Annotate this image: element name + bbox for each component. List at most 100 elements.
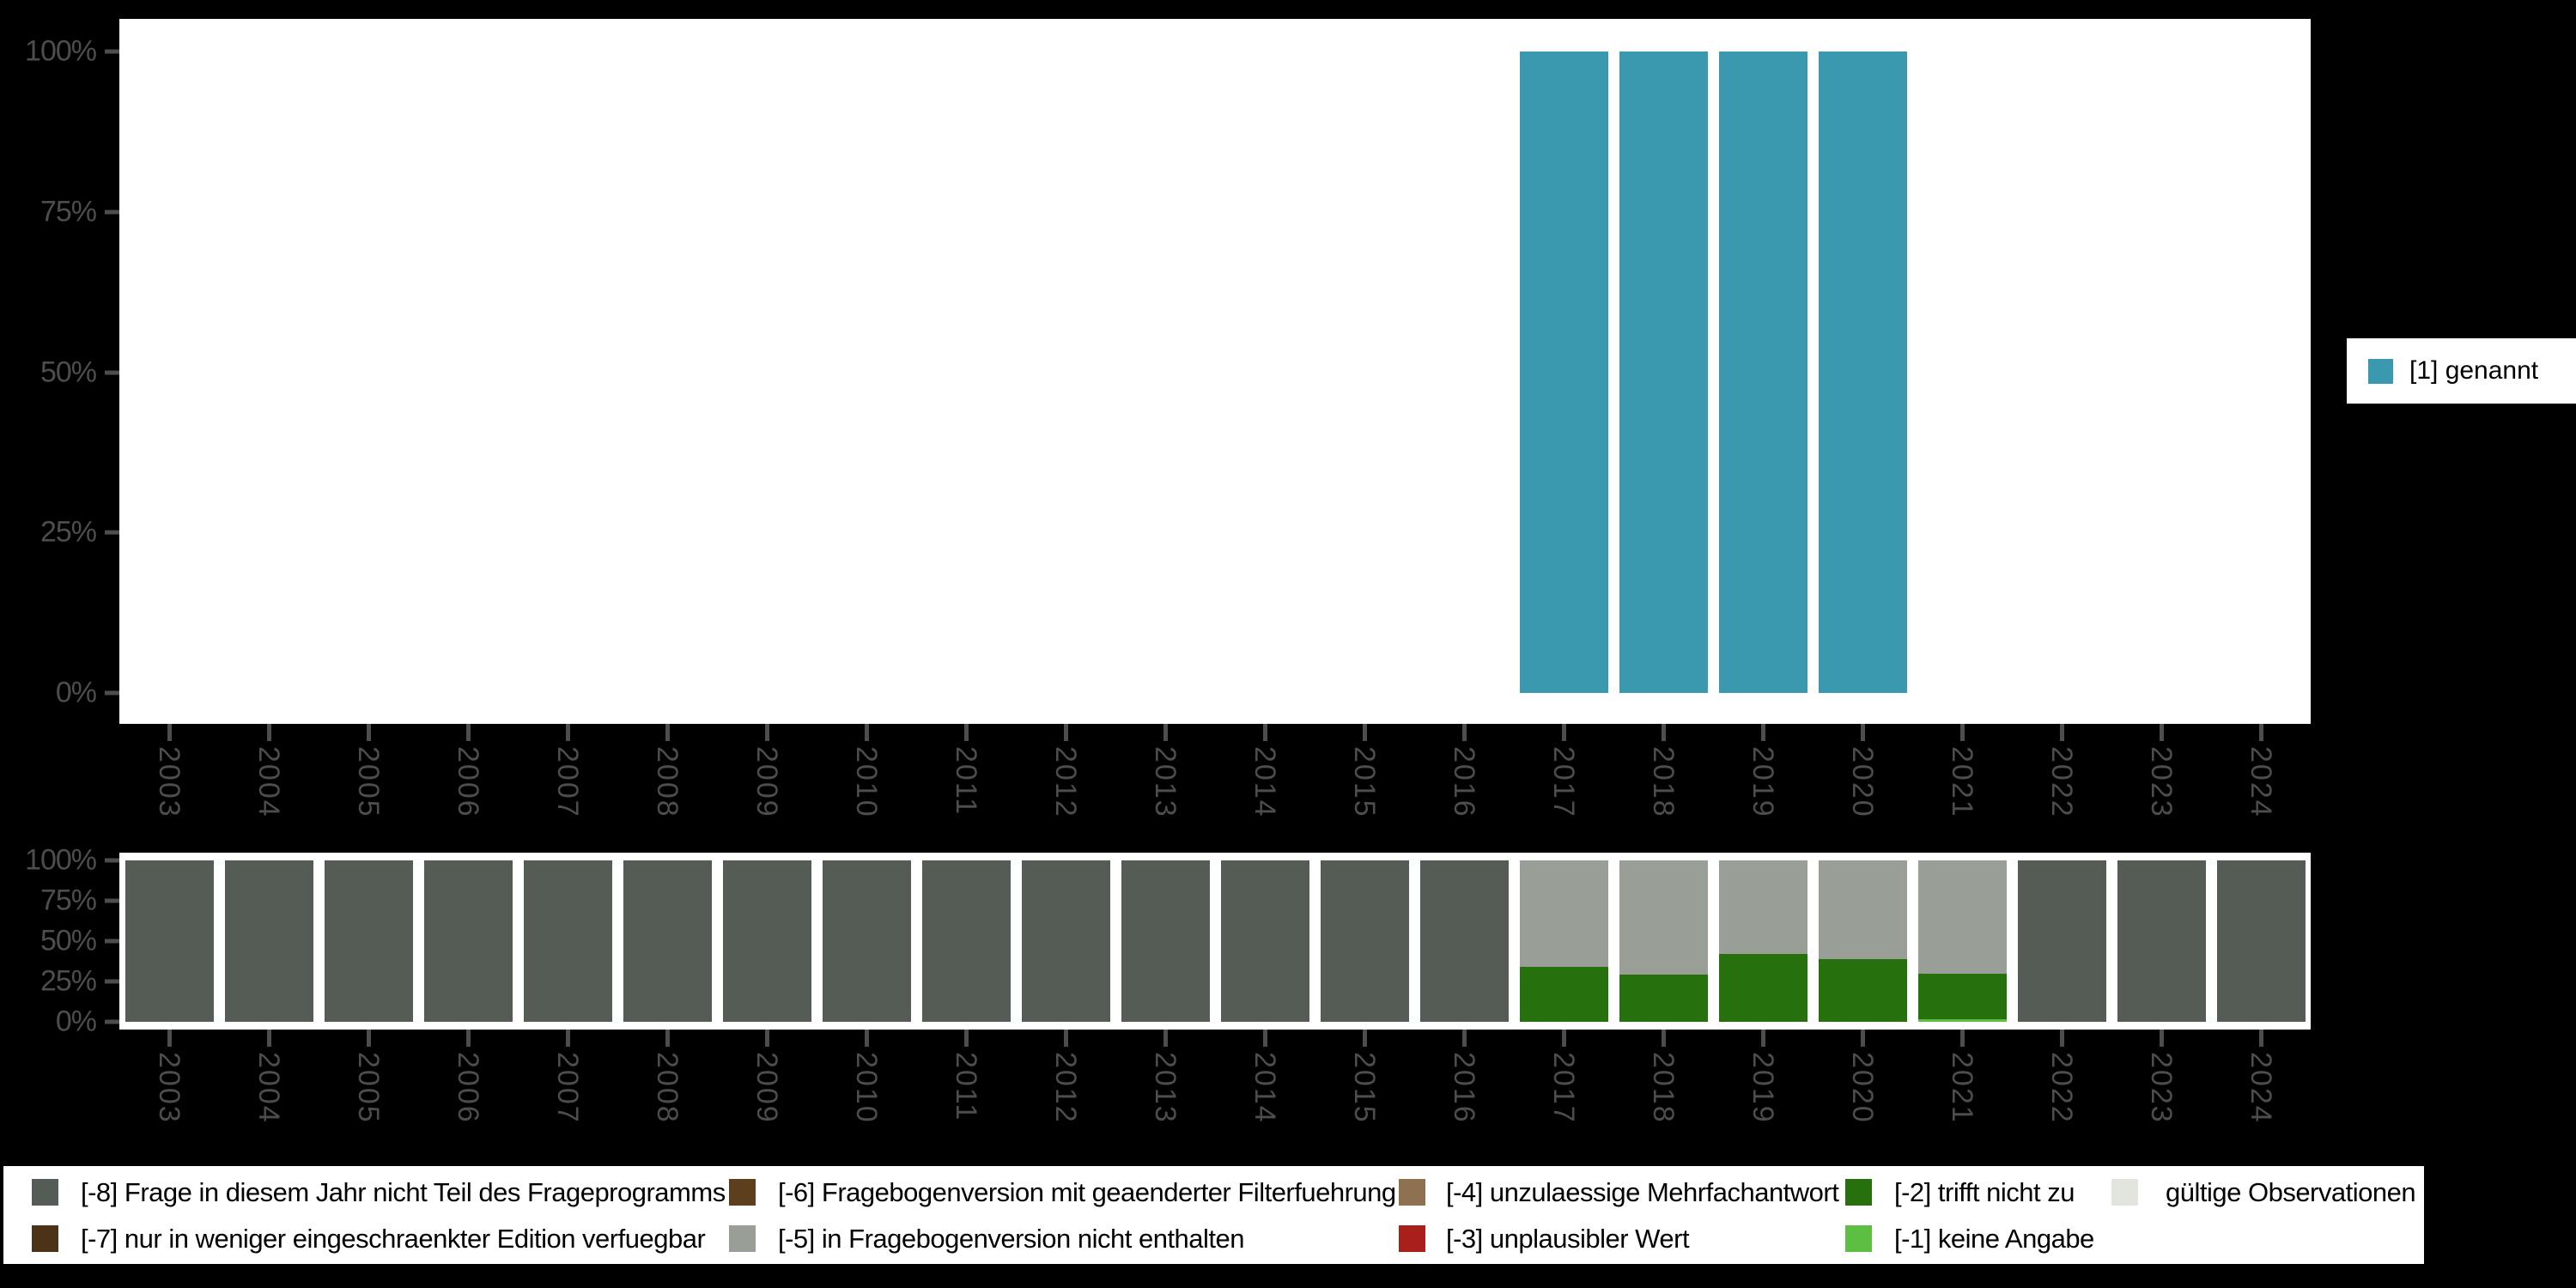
x-axis-slot: 2018 — [1613, 1030, 1713, 1158]
x-tick-mark — [266, 724, 271, 741]
bar-2009 — [722, 860, 811, 1022]
legend-item-label: [-1] keine Angabe — [1894, 1223, 2094, 1254]
x-axis-slot: 2023 — [2111, 1030, 2211, 1158]
y-tick-label: 0% — [55, 676, 97, 709]
x-axis-slot: 2021 — [1912, 724, 2012, 853]
bar-slot — [1016, 52, 1115, 693]
y-tick-mark — [105, 370, 119, 374]
bar-segment — [2216, 860, 2306, 1022]
y-tick-label: 75% — [39, 195, 97, 228]
x-axis-slot: 2007 — [518, 724, 617, 853]
bar-segment — [1619, 975, 1708, 1022]
x-axis-slot: 2022 — [2012, 724, 2111, 853]
x-tick-mark — [864, 1030, 869, 1047]
y-tick-mark — [105, 939, 119, 944]
x-tick-label-year: 2003 — [153, 1052, 185, 1124]
x-tick-mark — [1362, 1030, 1367, 1047]
x-axis-slot: 2013 — [1115, 724, 1215, 853]
x-tick-mark — [167, 724, 172, 741]
legend-swatch — [32, 1225, 58, 1252]
x-tick-mark — [1063, 724, 1068, 741]
x-tick-mark — [366, 1030, 371, 1047]
top-chart-y-axis: 100% 75% 50% 25% 0% — [0, 35, 119, 709]
bar-2019 — [1718, 860, 1807, 1022]
bar-slot — [1215, 860, 1315, 1022]
bar-segment — [2117, 860, 2206, 1022]
legend-swatch — [32, 1179, 58, 1206]
legend-item-label: [-5] in Fragebogenversion nicht enthalte… — [778, 1223, 1245, 1254]
x-tick-label-year: 2003 — [153, 746, 185, 818]
bottom-chart-y-axis: 100% 75% 50% 25% 0% — [0, 844, 119, 1038]
x-tick-label-year: 2018 — [1647, 746, 1680, 818]
legend-item-label: [-8] Frage in diesem Jahr nicht Teil des… — [81, 1176, 726, 1207]
legend-item-label: [-6] Fragebogenversion mit geaenderter F… — [778, 1176, 1396, 1207]
bar-2023 — [2117, 860, 2206, 1022]
bar-slot — [617, 52, 717, 693]
bar-slot — [1912, 52, 2012, 693]
x-axis-slot: 2006 — [418, 724, 518, 853]
x-tick-mark — [665, 724, 670, 741]
bottom-chart-x-axis: 2003 2004 2005 2006 2007 2008 2009 2010 2011 2012… — [119, 1030, 2311, 1158]
legend-swatch — [1399, 1179, 1425, 1206]
bar-slot — [518, 860, 617, 1022]
bar-2012 — [1021, 860, 1110, 1022]
bottom-chart-panel — [119, 853, 2311, 1030]
x-axis-slot: 2018 — [1613, 724, 1713, 853]
x-axis-slot: 2020 — [1813, 1030, 1912, 1158]
y-tick-label: 100% — [25, 34, 97, 68]
bar-slot — [1414, 52, 1514, 693]
x-tick-label-year: 2015 — [1348, 746, 1381, 818]
legend-swatch — [2111, 1179, 2138, 1206]
bar-2017 — [1519, 860, 1608, 1022]
bar-slot — [1514, 52, 1613, 693]
x-axis-slot: 2022 — [2012, 1030, 2111, 1158]
x-tick-label-year: 2012 — [1049, 1052, 1082, 1124]
x-tick-label-year: 2021 — [1946, 1052, 1978, 1124]
bar-2003 — [125, 860, 214, 1022]
bar-segment — [1519, 52, 1608, 693]
bar-2010 — [822, 860, 911, 1022]
x-tick-mark — [963, 724, 969, 741]
x-tick-label-year: 2005 — [352, 746, 385, 818]
bar-slot — [817, 52, 916, 693]
legend-item-label: [-2] trifft nicht zu — [1894, 1176, 2075, 1207]
x-axis-slot: 2003 — [119, 1030, 219, 1158]
x-axis-slot: 2009 — [717, 1030, 817, 1158]
legend-swatch — [729, 1225, 756, 1252]
x-axis-slot: 2009 — [717, 724, 817, 853]
x-tick-mark — [1163, 1030, 1168, 1047]
bar-slot — [916, 52, 1016, 693]
bar-segment — [1718, 954, 1807, 1022]
x-tick-mark — [2059, 1030, 2064, 1047]
bar-slot — [617, 860, 717, 1022]
bar-segment — [623, 860, 712, 1022]
x-axis-slot: 2010 — [817, 1030, 916, 1158]
x-tick-mark — [1959, 724, 1965, 741]
y-tick-label: 25% — [39, 964, 97, 998]
bar-slot — [418, 52, 518, 693]
x-tick-label-year: 2019 — [1747, 746, 1779, 818]
x-axis-slot: 2011 — [916, 1030, 1016, 1158]
bar-slot — [1912, 860, 2012, 1022]
x-tick-mark — [1561, 1030, 1566, 1047]
x-tick-mark — [1461, 724, 1467, 741]
bar-slot — [717, 860, 817, 1022]
bar-2020 — [1818, 860, 1907, 1022]
bar-segment — [1917, 860, 2007, 974]
x-tick-label-year: 2016 — [1448, 1052, 1480, 1124]
x-tick-mark — [167, 1030, 172, 1047]
x-axis-slot: 2014 — [1215, 1030, 1315, 1158]
bar-segment — [1419, 860, 1509, 1022]
x-tick-mark — [1760, 1030, 1765, 1047]
x-tick-mark — [764, 724, 769, 741]
bar-slot — [817, 860, 916, 1022]
x-tick-mark — [2059, 724, 2064, 741]
x-axis-slot: 2015 — [1315, 724, 1414, 853]
x-tick-label-year: 2016 — [1448, 746, 1480, 818]
x-axis-slot: 2015 — [1315, 1030, 1414, 1158]
x-tick-label-year: 2013 — [1149, 1052, 1182, 1124]
bar-segment — [423, 860, 513, 1022]
x-tick-mark — [963, 1030, 969, 1047]
x-tick-mark — [1860, 1030, 1865, 1047]
x-axis-slot: 2019 — [1713, 724, 1813, 853]
